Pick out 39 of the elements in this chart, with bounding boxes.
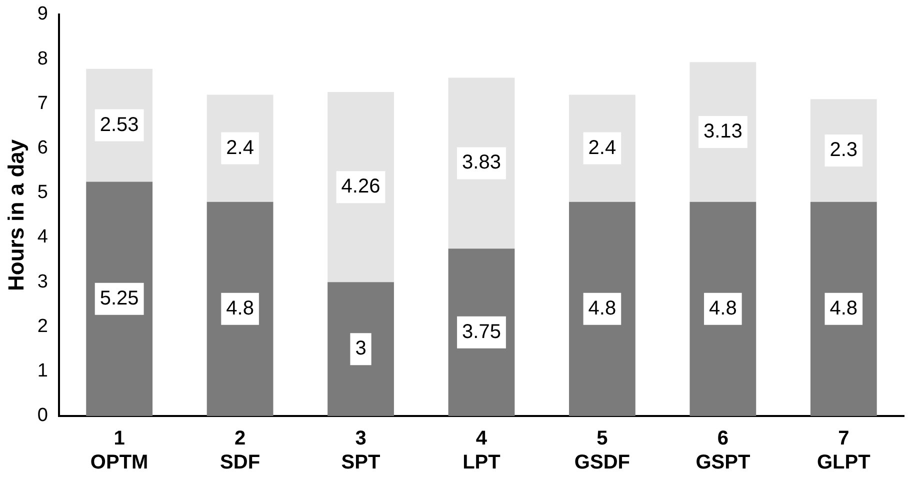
data-label: 2.4 xyxy=(588,136,616,159)
x-tick-label: 5 GSDF xyxy=(574,428,630,474)
x-tick-label: 3 SPT xyxy=(341,428,380,474)
y-tick-label: 0 xyxy=(37,405,48,426)
data-label: 2.3 xyxy=(830,139,858,162)
data-label: 4.26 xyxy=(341,176,380,198)
x-tick-label: 7 GLPT xyxy=(816,428,870,474)
data-label: 2.53 xyxy=(100,114,139,136)
bar xyxy=(328,92,394,282)
bar xyxy=(206,202,274,416)
data-label: 3.75 xyxy=(462,320,501,343)
x-tick-label: 2 SDF xyxy=(220,428,260,474)
data-label: 4.8 xyxy=(226,297,254,320)
bar xyxy=(810,202,877,416)
x-tick-label: 6 GSPT xyxy=(696,428,750,474)
y-axis-title: Hours in a day xyxy=(3,138,28,291)
y-tick-label: 4 xyxy=(37,226,48,248)
bar xyxy=(690,202,756,416)
data-label: 3 xyxy=(355,338,366,360)
data-label: 3.13 xyxy=(703,120,742,142)
y-tick-label: 7 xyxy=(37,92,48,114)
bar xyxy=(86,182,153,416)
y-tick-label: 9 xyxy=(37,4,48,25)
y-tick-label: 6 xyxy=(37,138,48,158)
y-tick-label: 8 xyxy=(37,48,48,70)
data-label: 2.4 xyxy=(226,136,254,159)
y-tick-label: 5 xyxy=(37,182,48,204)
data-label: 5.25 xyxy=(100,287,139,310)
x-tick-label: 1 OPTM xyxy=(90,428,148,474)
data-label: 4.8 xyxy=(830,297,858,320)
data-label: 3.83 xyxy=(462,152,501,174)
bar xyxy=(328,282,394,416)
y-tick-label: 3 xyxy=(37,271,48,292)
y-tick-label: 1 xyxy=(37,360,48,382)
data-label: 4.8 xyxy=(588,297,616,320)
x-tick-label: 4 LPT xyxy=(462,428,500,474)
bar xyxy=(569,202,636,416)
data-label: 4.8 xyxy=(709,297,737,320)
y-tick-label: 2 xyxy=(37,316,48,337)
